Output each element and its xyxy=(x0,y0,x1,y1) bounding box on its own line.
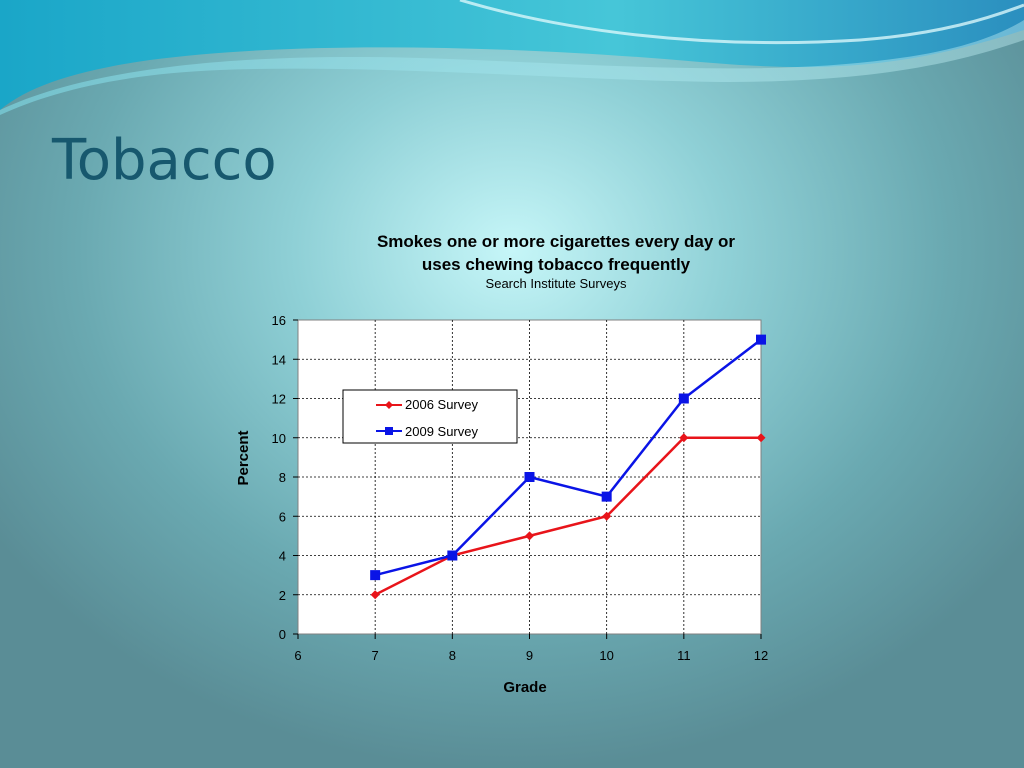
header-wave-decoration xyxy=(0,0,1024,115)
y-tick-label: 4 xyxy=(279,549,286,564)
y-tick-label: 2 xyxy=(279,588,286,603)
y-tick-label: 12 xyxy=(272,392,286,407)
y-tick-label: 10 xyxy=(272,431,286,446)
y-axis-label: Percent xyxy=(235,430,252,485)
x-tick-label: 12 xyxy=(754,648,768,663)
legend: 2006 Survey 2009 Survey xyxy=(342,389,518,444)
legend-marker-2009 xyxy=(385,427,393,435)
data-point-square xyxy=(524,472,535,482)
data-point-diamond xyxy=(756,433,766,443)
data-point-square xyxy=(370,570,381,581)
data-point-diamond xyxy=(602,511,612,521)
chart-subtitle: Search Institute Surveys xyxy=(486,276,627,291)
legend-box xyxy=(342,389,518,444)
y-tick-label: 6 xyxy=(279,509,286,524)
legend-marker-2006 xyxy=(385,401,393,409)
series-line-2009-survey xyxy=(374,338,762,577)
series-layer xyxy=(370,334,766,600)
legend-label-2009: 2009 Survey xyxy=(405,424,478,439)
data-point-diamond xyxy=(370,590,380,600)
y-tick-label: 16 xyxy=(272,313,286,328)
data-point-square xyxy=(756,334,766,345)
x-tick-label: 8 xyxy=(449,648,456,663)
x-tick-label: 11 xyxy=(677,648,691,663)
x-tick-label: 9 xyxy=(526,648,533,663)
axis-ticks: 0 2 4 6 8 10 12 14 16 6 7 8 9 10 11 12 xyxy=(272,313,769,663)
chart-title-line-1: Smokes one or more cigarettes every day … xyxy=(377,232,735,251)
x-tick-label: 6 xyxy=(294,648,301,663)
data-point-square xyxy=(447,550,458,561)
data-point-diamond xyxy=(525,531,534,541)
x-tick-label: 7 xyxy=(372,648,379,663)
data-point-square xyxy=(601,491,612,502)
y-tick-label: 0 xyxy=(279,627,286,642)
data-point-square xyxy=(678,393,689,404)
y-tick-label: 8 xyxy=(279,470,286,485)
series-line-2006-survey xyxy=(374,436,761,596)
legend-label-2006: 2006 Survey xyxy=(405,397,478,412)
y-tick-label: 14 xyxy=(272,352,286,367)
x-tick-label: 10 xyxy=(599,648,613,663)
x-axis-label: Grade xyxy=(503,679,546,696)
chart-title-line-2: uses chewing tobacco frequently xyxy=(422,255,691,274)
slide-title: Tobacco xyxy=(52,128,277,193)
data-point-diamond xyxy=(679,433,689,443)
